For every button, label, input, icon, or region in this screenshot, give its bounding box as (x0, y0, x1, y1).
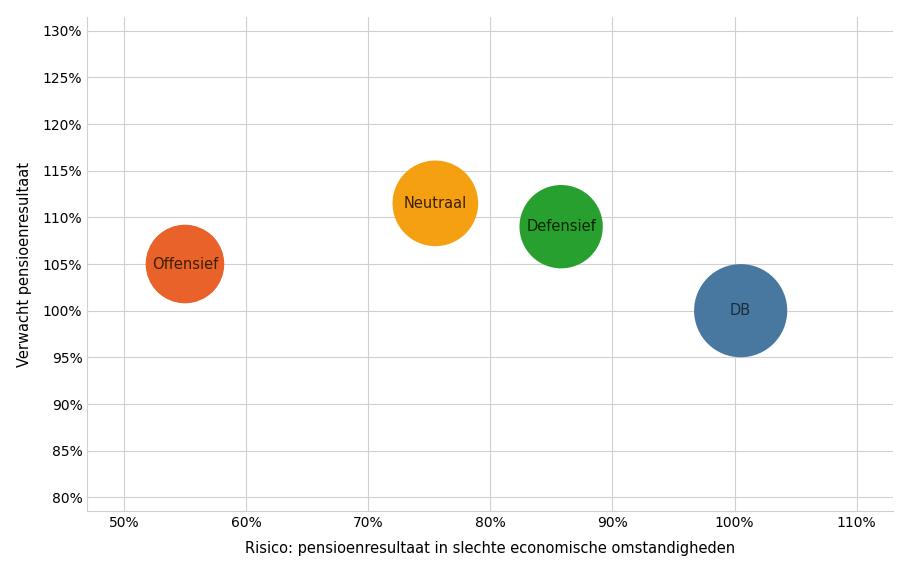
Y-axis label: Verwacht pensioenresultaat: Verwacht pensioenresultaat (16, 162, 32, 367)
X-axis label: Risico: pensioenresultaat in slechte economische omstandigheden: Risico: pensioenresultaat in slechte eco… (245, 541, 735, 556)
Point (554, 222, 569, 231)
Text: Neutraal: Neutraal (404, 196, 467, 211)
Point (733, 306, 748, 315)
Point (428, 199, 442, 208)
Point (177, 260, 192, 269)
Text: Defensief: Defensief (526, 219, 596, 234)
Text: Offensief: Offensief (152, 257, 218, 272)
Text: DB: DB (730, 303, 752, 318)
